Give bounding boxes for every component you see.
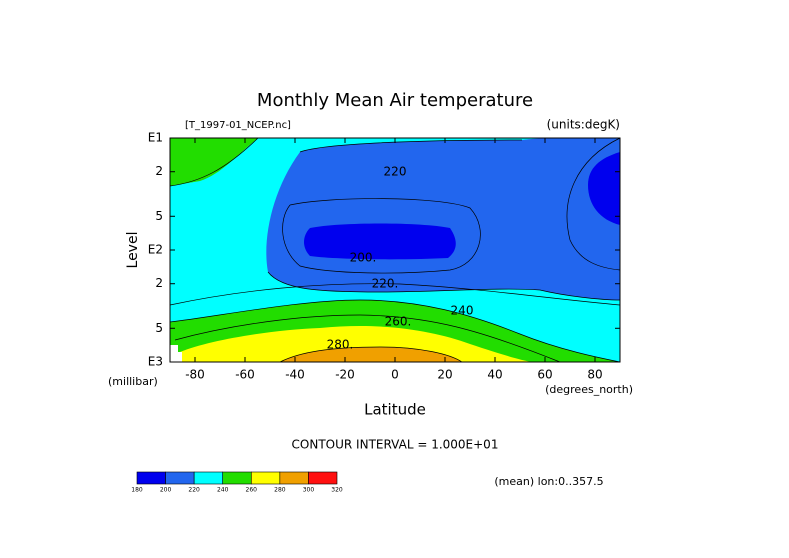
contour-label: 260. [385, 315, 412, 329]
contour-line [566, 137, 621, 271]
x-tick-label: -20 [335, 368, 355, 382]
x-tick-label: 60 [537, 368, 552, 382]
y-tick-label: E3 [148, 355, 163, 369]
x-tick-label: 0 [391, 368, 399, 382]
y-axis-title: Level [125, 232, 141, 269]
y-tick-label: 5 [155, 209, 163, 223]
contour-band [180, 325, 532, 362]
colorbar-box [250, 471, 281, 485]
colorbar-label: 300 [303, 487, 315, 494]
contour-label: 220. [372, 277, 399, 291]
x-tick-label: -60 [235, 368, 255, 382]
contour-line [279, 346, 463, 363]
subtitle-right: (units:degK) [547, 118, 620, 132]
colorbar-box [165, 471, 195, 485]
colorbar-label: 180 [131, 487, 143, 494]
contour-label: 280. [327, 338, 354, 352]
contour-line [174, 314, 561, 363]
x-tick-label: -40 [285, 368, 305, 382]
x-units: (degrees_north) [545, 383, 633, 396]
contour-line [267, 271, 621, 301]
contour-line [299, 139, 523, 153]
contour-band [588, 152, 620, 225]
contour-line [169, 137, 259, 187]
y-tick-label: 2 [155, 276, 163, 290]
y-tick-label: E2 [148, 243, 163, 257]
x-tick-label: 80 [587, 368, 602, 382]
x-tick-label: -80 [185, 368, 205, 382]
colorbar-label: 280 [274, 487, 286, 494]
y-tick-label: 5 [155, 321, 163, 335]
contour-band [280, 347, 462, 362]
y-tick-label: E1 [148, 131, 163, 145]
x-axis-title: Latitude [364, 401, 426, 419]
subtitle-left: [T_1997-01_NCEP.nc] [185, 120, 291, 131]
colorbar-label: 260 [246, 487, 258, 494]
contour-band [304, 223, 456, 260]
colorbar-box [279, 471, 309, 485]
no-data [170, 345, 182, 362]
colorbar-box [136, 471, 166, 485]
contour-label: 200. [350, 251, 377, 265]
contour-line [282, 198, 481, 274]
contour-line [169, 299, 621, 363]
contour-label: 220 [384, 165, 407, 179]
contour-band [170, 138, 258, 186]
contour-interval: CONTOUR INTERVAL = 1.000E+01 [292, 438, 499, 452]
chart-title: Monthly Mean Air temperature [257, 90, 533, 111]
colorbar-label: 240 [217, 487, 229, 494]
colorbar-label: 220 [188, 487, 200, 494]
colorbar-box [308, 471, 338, 485]
y-units: (millibar) [108, 375, 158, 388]
y-tick-label: 2 [155, 164, 163, 178]
contour-label: 240 [451, 304, 474, 318]
colorbar-label: 200 [160, 487, 172, 494]
x-tick-label: 20 [437, 368, 452, 382]
contour-line [169, 283, 621, 306]
colorbar-box [222, 471, 252, 485]
x-tick-label: 40 [487, 368, 502, 382]
colorbar-label: 320 [331, 487, 343, 494]
footer: (mean) lon:0..357.5 [494, 475, 603, 488]
contour-band [266, 138, 620, 300]
contour-lines [169, 137, 621, 363]
colorbar-box [193, 471, 224, 485]
